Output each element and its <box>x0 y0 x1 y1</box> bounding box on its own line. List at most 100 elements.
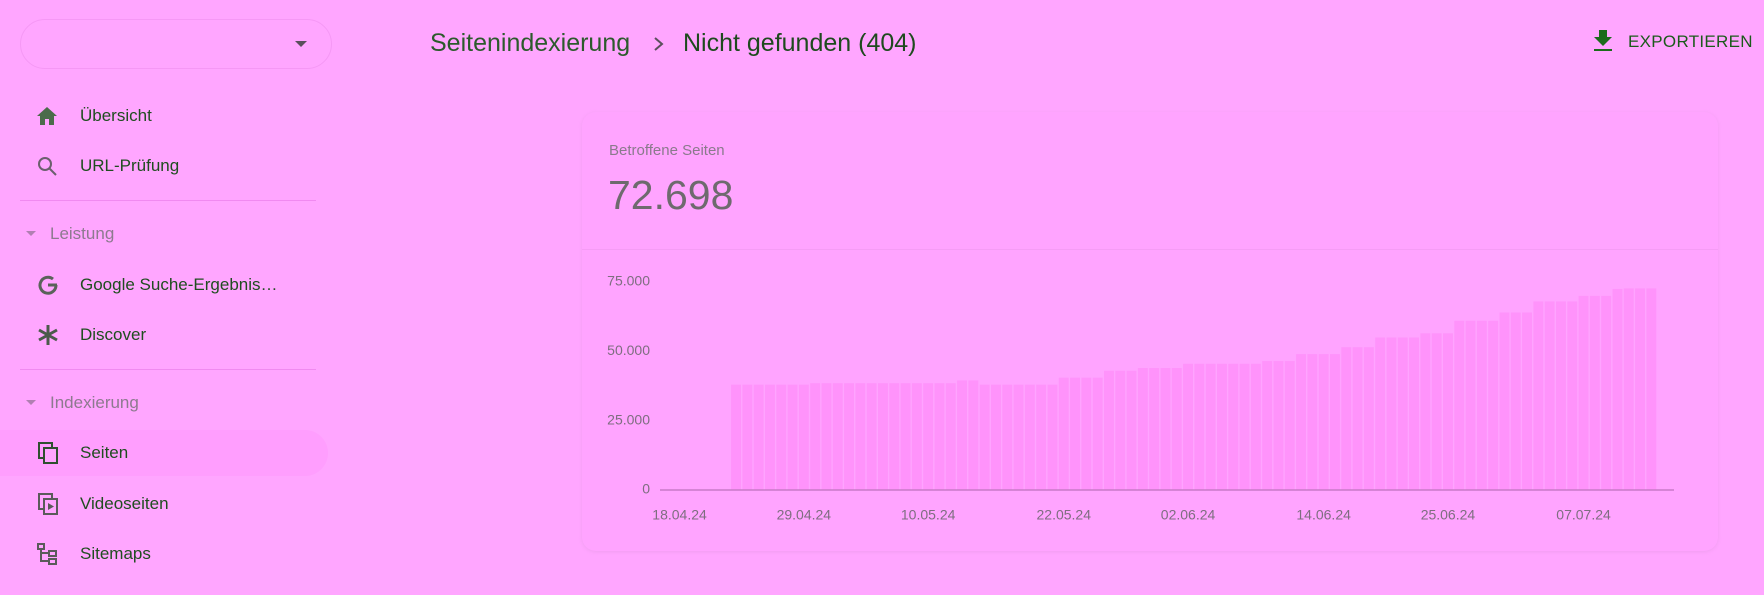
bar <box>1443 333 1453 490</box>
bar <box>1612 288 1623 490</box>
nav-item[interactable]: Videoseiten <box>80 494 169 513</box>
bar <box>1171 367 1182 490</box>
bar <box>1533 301 1544 490</box>
x-tick-label: 14.06.24 <box>1296 507 1351 523</box>
bar <box>1273 361 1284 490</box>
bar <box>1058 377 1069 490</box>
bar <box>1431 333 1442 490</box>
bar <box>1476 320 1487 490</box>
bar <box>1296 354 1306 490</box>
metric-label: Betroffene Seiten <box>609 142 725 159</box>
divider <box>582 249 1718 250</box>
bar <box>1544 301 1555 490</box>
nav-item[interactable]: URL-Prüfung <box>80 156 180 175</box>
pages-icon <box>38 442 58 464</box>
bar <box>1341 347 1352 490</box>
section-title[interactable]: Leistung <box>50 224 115 243</box>
bar <box>832 383 843 490</box>
bar <box>731 384 741 490</box>
divider <box>20 200 316 201</box>
chart: 0 25.000 50.000 75.000 18.04.24 29.04.24 10.05… <box>607 273 1674 523</box>
home-icon <box>37 107 57 125</box>
bar <box>1375 337 1386 490</box>
bar <box>1104 370 1114 490</box>
nav-item[interactable]: Sitemaps <box>80 544 151 563</box>
metric-value: 72.698 <box>608 172 734 218</box>
nav-item[interactable]: Seiten <box>80 443 129 462</box>
bar <box>810 383 821 490</box>
bar <box>878 383 888 490</box>
x-tick-label: 22.05.24 <box>1037 507 1092 523</box>
bar <box>934 383 945 490</box>
bar <box>1036 384 1047 490</box>
bar <box>1149 367 1160 490</box>
bar <box>1137 367 1148 490</box>
export-button[interactable]: EXPORTIEREN <box>1628 32 1753 51</box>
bar <box>1024 384 1035 490</box>
bar <box>1194 363 1205 490</box>
bar <box>1646 288 1657 490</box>
bar <box>900 383 911 490</box>
bar <box>889 383 900 490</box>
bar <box>1488 320 1499 490</box>
bar <box>1047 384 1058 490</box>
bar <box>866 383 877 490</box>
bar <box>1081 377 1092 490</box>
divider <box>20 369 316 370</box>
bar <box>1330 354 1340 490</box>
bar <box>1070 377 1080 490</box>
bar <box>1307 354 1318 490</box>
bar <box>1567 301 1578 490</box>
x-tick-label: 29.04.24 <box>777 507 832 523</box>
bar <box>776 384 787 490</box>
y-tick-label: 0 <box>642 481 650 497</box>
x-tick-label: 02.06.24 <box>1161 507 1216 523</box>
x-tick-label: 07.07.24 <box>1556 507 1611 523</box>
bar <box>753 384 764 490</box>
bar <box>1589 295 1600 490</box>
y-tick-label: 50.000 <box>607 342 650 358</box>
card: Betroffene Seiten 72.698 0 25.000 50.000 75… <box>582 112 1718 551</box>
video-icon <box>38 493 58 515</box>
nav-item[interactable]: Google Suche-Ergebnis… <box>80 275 278 294</box>
bar <box>1239 363 1250 490</box>
bar <box>1623 288 1634 490</box>
bar <box>1499 312 1510 490</box>
bar <box>1217 363 1227 490</box>
bar <box>911 383 922 490</box>
bar <box>1160 367 1171 490</box>
bar <box>844 383 854 490</box>
nav-item[interactable]: Übersicht <box>80 106 152 125</box>
breadcrumb-parent[interactable]: Seitenindexierung <box>430 29 631 57</box>
bar <box>979 384 990 490</box>
bar <box>821 383 832 490</box>
bar <box>1126 370 1137 490</box>
bar <box>787 384 798 490</box>
bar <box>1013 384 1024 490</box>
nav-item[interactable]: Discover <box>80 325 147 344</box>
bar <box>1250 363 1261 490</box>
bar <box>1092 377 1103 490</box>
bar <box>1454 320 1465 490</box>
collapse-arrow <box>26 400 36 405</box>
bar <box>1397 337 1408 490</box>
y-tick-label: 75.000 <box>607 273 650 289</box>
x-tick-label: 10.05.24 <box>901 507 956 523</box>
bar <box>957 380 967 490</box>
bar <box>1318 354 1329 490</box>
bar <box>1635 288 1645 490</box>
bar <box>945 383 956 490</box>
bar <box>923 383 934 490</box>
bar <box>1352 347 1363 490</box>
download-icon <box>1594 30 1612 51</box>
google-icon <box>38 275 58 295</box>
bar <box>1262 361 1273 490</box>
breadcrumb-current: Nicht gefunden (404) <box>683 29 917 57</box>
property-selector[interactable] <box>20 19 332 69</box>
bar <box>855 383 866 490</box>
bar <box>1601 295 1612 490</box>
bar <box>968 380 979 490</box>
section-title[interactable]: Indexierung <box>50 393 139 412</box>
bar <box>1386 337 1397 490</box>
